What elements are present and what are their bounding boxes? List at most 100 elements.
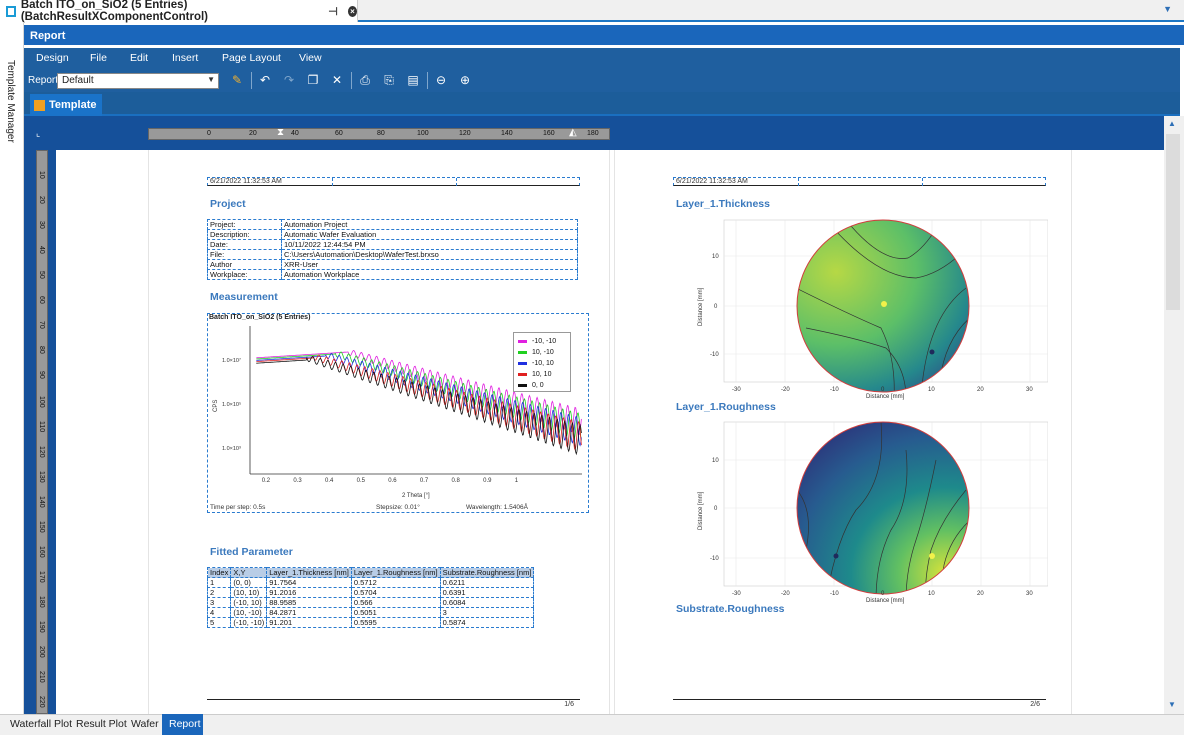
- map-x-tick: 20: [977, 591, 984, 597]
- ruler-tick: 60: [335, 130, 343, 137]
- table-row: 2 (10, 10) 91.2016 0.5704 0.6391: [206, 587, 535, 598]
- ruler-tick: 50: [38, 271, 45, 279]
- page-footer[interactable]: 2/6: [673, 699, 1046, 709]
- table-cell: (10, 10): [230, 587, 268, 598]
- table-row: File: C:\Users\Automation\Desktop\WaferTe…: [207, 249, 578, 260]
- map-y-tick: -10: [710, 352, 719, 358]
- series-line: [256, 350, 582, 435]
- project-field-value: Automatic Wafer Evaluation: [281, 229, 578, 240]
- column-header: Index: [206, 567, 232, 578]
- project-field-label: Workplace:: [207, 269, 282, 280]
- map-x-tick: 20: [977, 387, 984, 393]
- tab-template[interactable]: Template: [30, 94, 102, 116]
- tab-report[interactable]: Report: [162, 714, 203, 735]
- project-field-label: Description:: [207, 229, 282, 240]
- print-preview-icon[interactable]: ▤: [407, 73, 419, 87]
- ruler-tick: 110: [38, 421, 45, 433]
- table-cell: 91.201: [266, 617, 352, 628]
- column-header: Layer_1.Thickness [nm]: [266, 567, 352, 578]
- table-cell: 0.566: [350, 597, 441, 608]
- menu-insert[interactable]: Insert: [172, 52, 199, 64]
- page-header[interactable]: 6/21/2022 11:32:53 AM: [673, 177, 1046, 186]
- tab-waterfall-plot[interactable]: Waterfall Plot: [10, 718, 73, 730]
- scroll-down-icon[interactable]: ▼: [1168, 700, 1176, 709]
- table-cell: 4: [206, 607, 232, 618]
- legend-swatch: [518, 340, 527, 343]
- measurement-chart-box[interactable]: [207, 313, 589, 513]
- scroll-up-icon[interactable]: ▲: [1168, 119, 1176, 128]
- stepsize: Stepsize: 0.01°: [376, 504, 420, 511]
- delete-icon[interactable]: ✕: [331, 73, 343, 87]
- chevron-down-icon: ▼: [207, 75, 215, 84]
- print-icon[interactable]: ⎙: [360, 73, 370, 87]
- project-field-value: C:\Users\Automation\Desktop\WaferTest.br…: [281, 249, 578, 260]
- ruler-tick: 60: [38, 296, 45, 304]
- zoom-in-icon[interactable]: ⊕: [459, 73, 471, 87]
- menu-edit[interactable]: Edit: [130, 52, 149, 64]
- map-x-tick: 30: [1026, 387, 1033, 393]
- report-select[interactable]: Default ▼: [57, 73, 219, 89]
- x-tick-label: 0.9: [483, 478, 492, 484]
- menu-view[interactable]: View: [299, 52, 322, 64]
- thickness-title[interactable]: Layer_1.Thickness: [676, 198, 770, 210]
- ruler-tick: 120: [459, 130, 471, 137]
- indent-marker-icon[interactable]: ⧗: [277, 127, 285, 138]
- fitted-parameter-table[interactable]: Index X,Y Layer_1.Thickness [nm] Layer_1.Ro…: [206, 567, 535, 628]
- table-cell: 0.6084: [439, 597, 535, 608]
- tab-list-dropdown-icon[interactable]: ▼: [1163, 4, 1172, 14]
- x-tick-label: 0.6: [388, 478, 397, 484]
- horizontal-ruler[interactable]: 0 20 40 60 80 100 120 140 160 180 ⧗ ◭: [148, 127, 610, 140]
- ruler-tick: 220: [38, 696, 45, 708]
- map-y-tick: 0: [714, 304, 718, 310]
- zoom-out-icon[interactable]: ⊖: [435, 73, 447, 87]
- time-per-step: Time per step: 0.5s: [210, 504, 266, 511]
- ruler-tick: 80: [377, 130, 385, 137]
- tab-result-plot[interactable]: Result Plot: [76, 718, 127, 730]
- map-y-tick: -10: [710, 556, 719, 562]
- toolbar-separator: [251, 72, 252, 89]
- x-tick-label: 0.7: [420, 478, 429, 484]
- margin-marker-icon[interactable]: ◭: [569, 127, 577, 138]
- substrate-roughness-title[interactable]: Substrate.Roughness: [676, 603, 785, 615]
- table-cell: 0.5712: [350, 577, 441, 588]
- fitted-parameter-title[interactable]: Fitted Parameter: [210, 546, 293, 558]
- menu-design[interactable]: Design: [36, 52, 69, 64]
- tab-wafer[interactable]: Wafer: [131, 718, 159, 730]
- roughness-wafer-map[interactable]: -30 -20 -10 0 10 20 30 10 0 -10 Distance…: [676, 420, 1048, 604]
- template-manager-label[interactable]: Template Manager: [5, 60, 16, 143]
- template-manager-panel[interactable]: [0, 22, 24, 714]
- project-info-table[interactable]: Project: Automation Project Description: Au…: [207, 219, 578, 280]
- project-field-value: XRR-User: [281, 259, 578, 270]
- quick-print-icon[interactable]: ⎘: [384, 73, 394, 87]
- menu-file[interactable]: File: [90, 52, 107, 64]
- table-cell: 1: [206, 577, 232, 588]
- table-cell: (0, 0): [230, 577, 268, 588]
- table-cell: 5: [206, 617, 232, 628]
- copy-icon[interactable]: ❐: [307, 73, 319, 87]
- y-tick-label: 1.0×10⁵: [222, 401, 241, 408]
- ruler-tick: 70: [38, 321, 45, 329]
- thickness-wafer-map[interactable]: -30 -20 -10 0 10 20 30 10 0 -10 Distance…: [676, 218, 1048, 400]
- undo-icon[interactable]: ↶: [259, 73, 271, 87]
- toolbar-separator: [351, 72, 352, 89]
- map-x-tick: -30: [732, 591, 741, 597]
- toolbar-separator: [427, 72, 428, 89]
- document-icon: [6, 5, 16, 17]
- pin-icon[interactable]: ⊣: [328, 5, 338, 18]
- measurement-title[interactable]: Measurement: [210, 291, 278, 303]
- project-field-value: Automation Project: [281, 219, 578, 230]
- design-wizard-icon[interactable]: ✎: [231, 73, 243, 87]
- roughness-title[interactable]: Layer_1.Roughness: [676, 401, 776, 413]
- close-tab-icon[interactable]: ×: [347, 5, 357, 17]
- map-x-label: Distance [mm]: [866, 598, 905, 604]
- legend-swatch: [518, 384, 527, 387]
- project-title[interactable]: Project: [210, 198, 246, 210]
- menu-page-layout[interactable]: Page Layout: [222, 52, 281, 64]
- page-footer[interactable]: 1/6: [207, 699, 580, 709]
- document-tab[interactable]: Batch ITO_on_SiO2 (5 Entries) (BatchResu…: [0, 0, 358, 23]
- measurement-info-row: Time per step: 0.5s Stepsize: 0.01° Wave…: [208, 504, 588, 513]
- redo-icon[interactable]: ↷: [283, 73, 295, 87]
- scrollbar-thumb[interactable]: [1166, 134, 1180, 310]
- vertical-ruler[interactable]: 10 20 30 40 50 60 70 80 90 100 110 120 130 140 150 160 1…: [36, 150, 48, 714]
- page-header[interactable]: 6/21/2022 11:32:53 AM: [207, 177, 580, 186]
